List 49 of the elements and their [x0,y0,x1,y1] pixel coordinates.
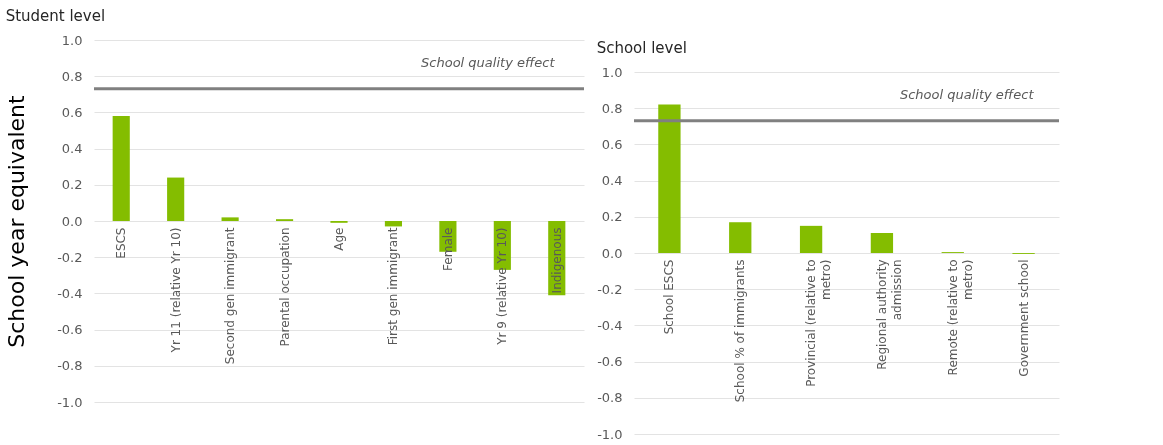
y-tick-label: -0.6 [57,322,83,338]
y-tick-label: 0.8 [601,100,623,116]
x-tick-label: School ESCS [662,259,677,335]
x-tick-label: Yr 9 (relative Yr 10) [495,227,510,346]
y-tick-label: -1.0 [597,426,623,442]
y-tick-label: 0.8 [61,68,83,84]
bar [658,104,681,253]
y-tick-label: 1.0 [601,64,623,80]
x-tick-label: Remote (relative to metro) [945,259,975,376]
y-tick-label: -0.8 [57,358,83,374]
chart-title: School level [596,39,687,57]
bar [729,222,752,253]
chart-title: Student level [5,7,106,25]
y-tick-label: -0.8 [597,390,623,406]
bar [221,217,239,221]
y-tick-label: 0.6 [601,136,623,152]
x-tick-label: Parental occupation [277,227,292,347]
x-tick-label: ESCS [114,227,129,259]
y-tick-label: 0.2 [601,209,623,225]
x-tick-label: Female [440,227,455,271]
x-tick-label: First gen immigrant [386,227,401,346]
y-tick-label: -0.2 [597,281,623,297]
bar [384,221,403,227]
x-tick-label: Yr 11 (relative Yr 10) [168,227,183,354]
x-tick-label: School % of immigrants [733,259,748,403]
bar [799,225,823,253]
bar [870,233,894,253]
y-tick-label: -0.2 [57,249,83,265]
x-tick-label: Provincial (relative to metro) [804,259,834,387]
ref-line-label: School quality effect [421,54,556,70]
y-tick-label: 0.4 [61,141,83,157]
y-tick-label: 0.2 [61,177,83,193]
x-tick-label: Second gen immigrant [223,227,238,365]
x-tick-label: Government school [1016,259,1031,377]
y-tick-label: -0.6 [597,354,623,370]
x-tick-label: Age [332,227,346,251]
y-tick-label: -1.0 [57,394,83,410]
y-axis-title: School year equivalent [4,94,30,348]
ref-line-label: School quality effect [899,86,1035,102]
y-tick-label: -0.4 [597,317,623,333]
y-tick-label: 0.6 [61,104,83,120]
bar [167,177,185,221]
y-tick-label: 0.4 [601,173,623,189]
y-tick-label: 0.0 [61,213,83,229]
bar [112,116,130,221]
y-tick-label: -0.4 [57,285,83,301]
y-tick-label: 1.0 [61,32,83,48]
y-tick-label: 0.0 [601,245,623,261]
x-tick-label: Indigenous [549,227,564,294]
